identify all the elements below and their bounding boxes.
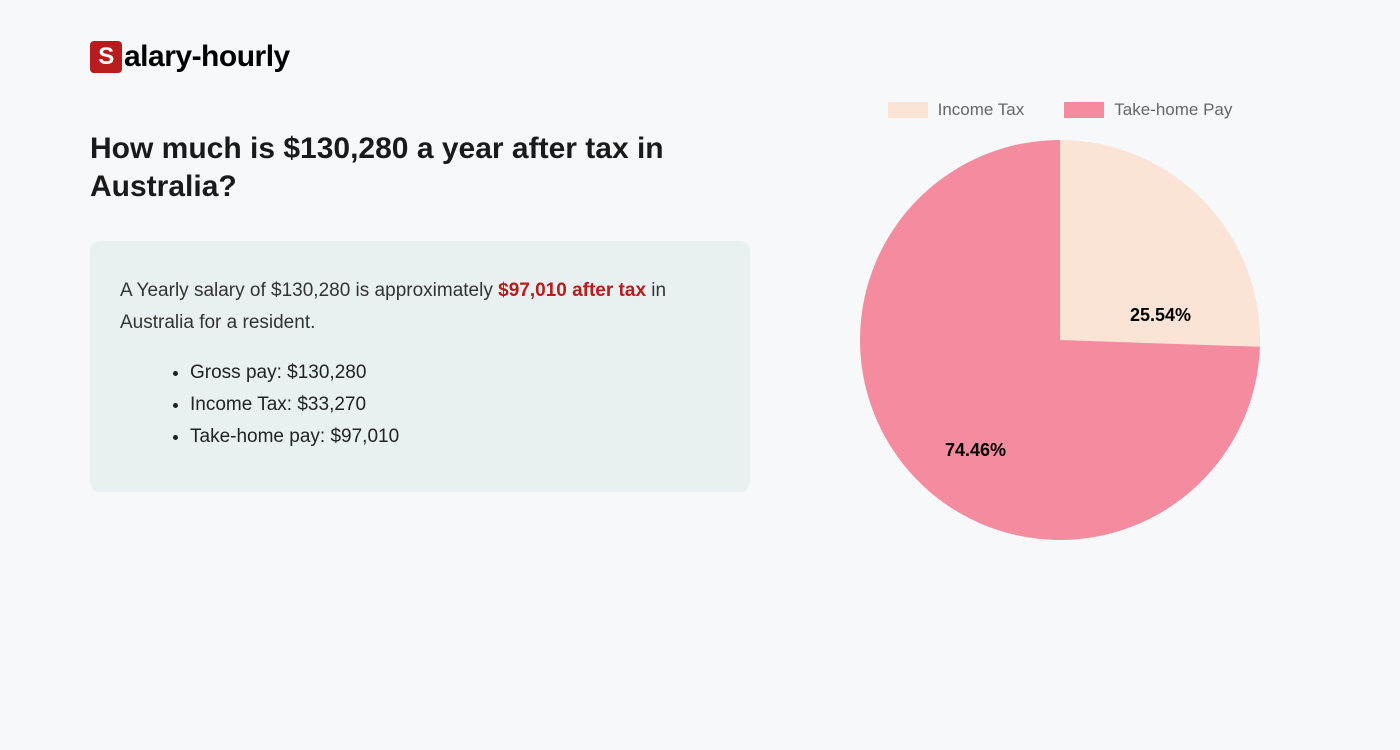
content-column: How much is $130,280 a year after tax in… bbox=[90, 130, 750, 492]
slice-label: 25.54% bbox=[1130, 305, 1191, 326]
legend-label: Income Tax bbox=[938, 100, 1025, 120]
pie-chart-area: Income Tax Take-home Pay 25.54% 74.46% bbox=[840, 100, 1280, 540]
list-item: Gross pay: $130,280 bbox=[190, 362, 720, 384]
site-logo: Salary-hourly bbox=[90, 40, 290, 74]
legend-swatch bbox=[888, 102, 928, 118]
logo-text: alary-hourly bbox=[124, 40, 290, 74]
legend-label: Take-home Pay bbox=[1114, 100, 1232, 120]
legend-item: Take-home Pay bbox=[1064, 100, 1232, 120]
summary-text: A Yearly salary of $130,280 is approxima… bbox=[120, 275, 720, 340]
slice-label: 74.46% bbox=[945, 440, 1006, 461]
summary-highlight: $97,010 after tax bbox=[498, 280, 646, 301]
summary-box: A Yearly salary of $130,280 is approxima… bbox=[90, 241, 750, 492]
list-item: Take-home pay: $97,010 bbox=[190, 426, 720, 448]
page-heading: How much is $130,280 a year after tax in… bbox=[90, 130, 750, 205]
pie-svg bbox=[860, 140, 1260, 540]
logo-badge: S bbox=[90, 41, 122, 73]
legend-item: Income Tax bbox=[888, 100, 1025, 120]
detail-list: Gross pay: $130,280 Income Tax: $33,270 … bbox=[120, 362, 720, 448]
pie-chart: 25.54% 74.46% bbox=[860, 140, 1260, 540]
summary-prefix: A Yearly salary of $130,280 is approxima… bbox=[120, 280, 498, 301]
list-item: Income Tax: $33,270 bbox=[190, 394, 720, 416]
legend-swatch bbox=[1064, 102, 1104, 118]
chart-legend: Income Tax Take-home Pay bbox=[840, 100, 1280, 120]
